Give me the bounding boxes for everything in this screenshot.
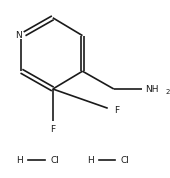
Text: N: N — [15, 31, 21, 40]
Text: NH: NH — [145, 85, 159, 93]
Text: F: F — [50, 125, 55, 134]
Text: H: H — [87, 156, 94, 165]
Text: 2: 2 — [166, 89, 170, 95]
Text: Cl: Cl — [121, 156, 130, 165]
Text: Cl: Cl — [50, 156, 59, 165]
Text: F: F — [114, 106, 119, 115]
Text: H: H — [16, 156, 23, 165]
